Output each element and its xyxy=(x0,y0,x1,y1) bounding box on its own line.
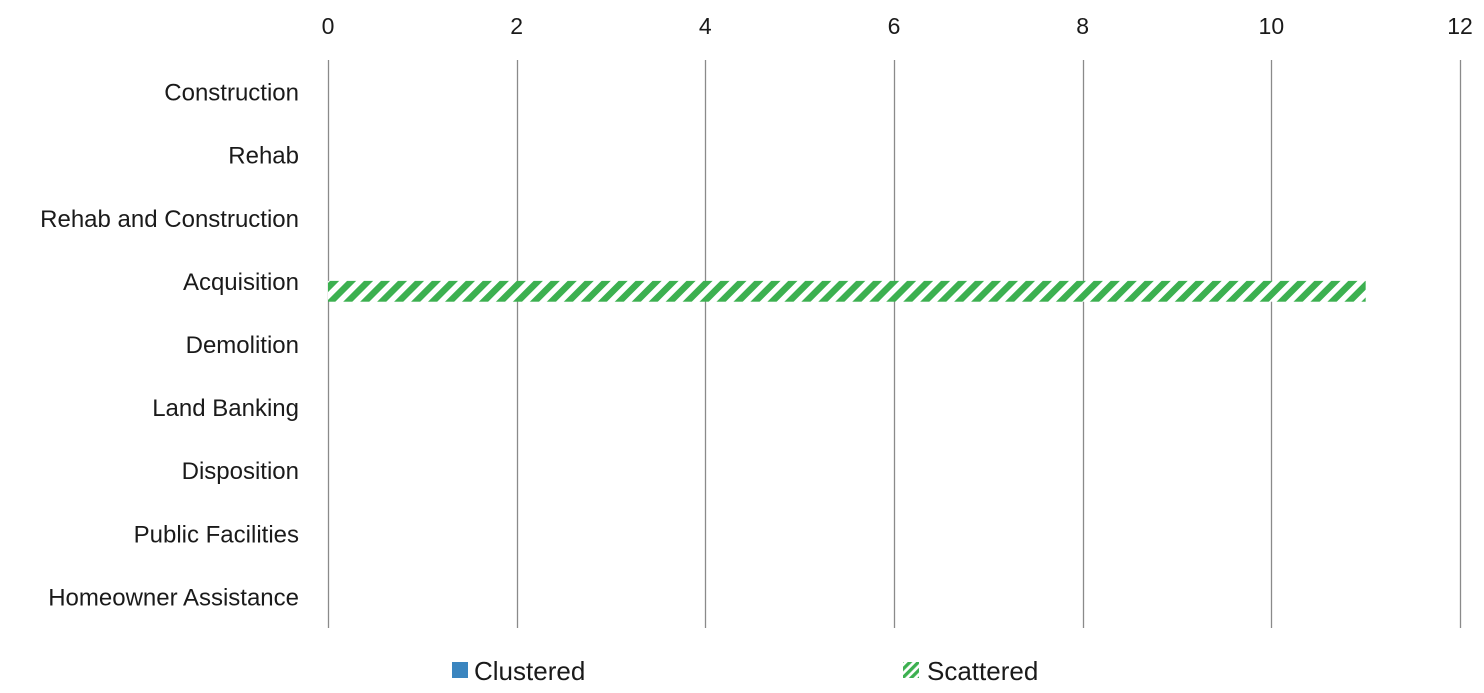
category-label: Homeowner Assistance xyxy=(48,584,299,611)
category-label: Rehab and Construction xyxy=(40,206,299,233)
x-tick-label: 6 xyxy=(888,13,901,39)
legend-swatch-clustered xyxy=(452,662,468,678)
x-tick-labels: 0 2 4 6 8 10 12 xyxy=(322,13,1473,39)
category-label: Acquisition xyxy=(183,269,299,296)
bars xyxy=(328,280,1366,302)
category-label: Rehab xyxy=(228,143,299,170)
category-label: Public Facilities xyxy=(134,521,299,548)
grid-lines xyxy=(327,60,1462,628)
category-label: Construction xyxy=(164,80,299,107)
category-label: Demolition xyxy=(186,332,299,359)
x-tick-label: 0 xyxy=(322,13,335,39)
category-label: Land Banking xyxy=(152,395,299,422)
legend: Clustered Scattered xyxy=(452,656,1038,686)
legend-label-clustered: Clustered xyxy=(474,656,585,686)
x-tick-label: 4 xyxy=(699,13,712,39)
category-label: Disposition xyxy=(182,458,299,485)
x-tick-label: 12 xyxy=(1447,13,1473,39)
x-tick-label: 2 xyxy=(510,13,523,39)
x-tick-label: 10 xyxy=(1259,13,1285,39)
bar-scattered-acquisition xyxy=(328,280,1366,302)
legend-swatch-scattered xyxy=(903,662,919,678)
x-tick-label: 8 xyxy=(1076,13,1089,39)
category-labels: Construction Rehab Rehab and Construction A… xyxy=(40,80,299,612)
legend-label-scattered: Scattered xyxy=(927,656,1038,686)
